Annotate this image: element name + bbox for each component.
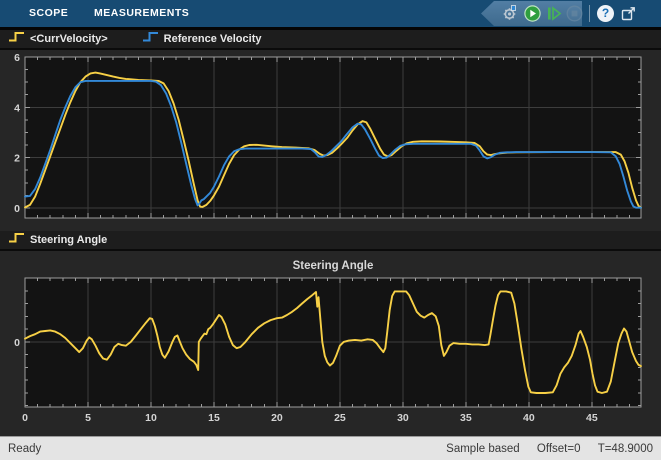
step-line-icon — [8, 231, 26, 249]
sample-mode-label: Sample based — [446, 442, 520, 455]
svg-text:0: 0 — [22, 412, 28, 424]
toolbar-divider — [589, 5, 590, 22]
toolbar-separator — [0, 27, 661, 30]
help-button[interactable]: ? — [597, 5, 614, 22]
popout-button[interactable] — [620, 5, 637, 22]
svg-text:45: 45 — [586, 412, 598, 424]
svg-text:6: 6 — [14, 52, 20, 64]
velocity-legend: <CurrVelocity> Reference Velocity — [0, 30, 661, 50]
velocity-plot-area[interactable]: 0 2 4 6 — [0, 52, 661, 228]
time-label: T=48.9000 — [597, 442, 653, 455]
legend-label: <CurrVelocity> — [30, 33, 108, 45]
legend-label: Steering Angle — [30, 234, 108, 246]
tab-scope[interactable]: SCOPE — [29, 7, 69, 19]
legend-item-steering-angle[interactable]: Steering Angle — [8, 231, 107, 249]
step-forward-button[interactable] — [546, 5, 563, 22]
gear-icon — [501, 5, 518, 26]
svg-text:15: 15 — [208, 412, 220, 424]
svg-text:20: 20 — [271, 412, 283, 424]
stop-icon — [566, 5, 583, 26]
status-details: Sample based Offset=0 T=48.9000 — [432, 443, 653, 455]
steering-chart[interactable]: 0 0 5 10 15 20 25 30 35 40 45 Steering Angle — [0, 253, 661, 436]
help-icon: ? — [597, 5, 614, 22]
velocity-chart[interactable]: 0 2 4 6 — [0, 52, 661, 228]
svg-text:25: 25 — [334, 412, 346, 424]
tab-measurements[interactable]: MEASUREMENTS — [94, 7, 190, 19]
legend-label: Reference Velocity — [163, 33, 262, 45]
step-line-icon — [8, 30, 26, 48]
simulation-settings-button[interactable] — [501, 5, 518, 22]
svg-text:2: 2 — [14, 153, 20, 165]
legend-item-reference-velocity[interactable]: Reference Velocity — [142, 30, 262, 48]
svg-text:10: 10 — [145, 412, 157, 424]
play-icon — [524, 5, 541, 26]
steering-plot-area[interactable]: 0 0 5 10 15 20 25 30 35 40 45 Steering Angle — [0, 253, 661, 436]
svg-text:30: 30 — [397, 412, 409, 424]
svg-text:0: 0 — [14, 203, 20, 215]
legend-item-currvelocity[interactable]: <CurrVelocity> — [8, 30, 108, 48]
stop-button[interactable] — [566, 5, 583, 22]
toolstrip: SCOPE MEASUREMENTS — [0, 0, 661, 27]
offset-label: Offset=0 — [536, 442, 581, 455]
svg-text:0: 0 — [14, 337, 20, 349]
svg-text:40: 40 — [523, 412, 535, 424]
step-forward-icon — [546, 6, 563, 26]
svg-text:4: 4 — [14, 102, 20, 114]
svg-text:5: 5 — [85, 412, 91, 424]
popout-icon — [620, 7, 637, 26]
run-button[interactable] — [524, 5, 541, 22]
status-bar: Ready Sample based Offset=0 T=48.9000 — [0, 436, 661, 460]
steering-legend: Steering Angle — [0, 231, 661, 251]
svg-text:35: 35 — [460, 412, 472, 424]
step-line-icon — [142, 30, 160, 48]
svg-text:Steering Angle: Steering Angle — [293, 260, 374, 272]
status-message: Ready — [8, 442, 42, 455]
